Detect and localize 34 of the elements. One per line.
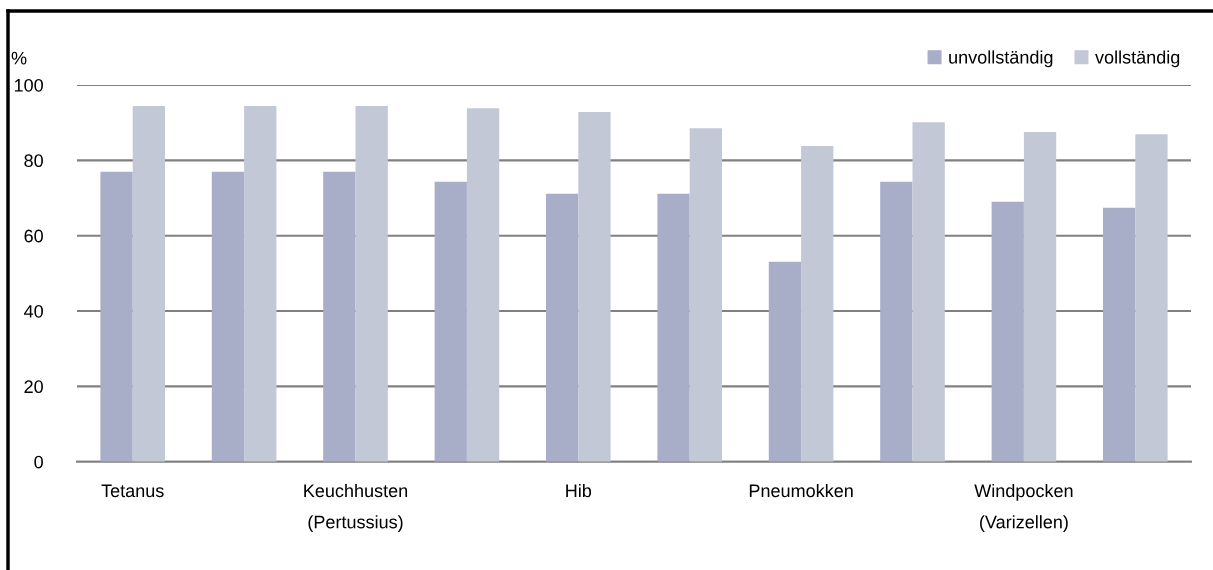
bar — [434, 181, 467, 462]
bar — [132, 106, 166, 462]
y-axis-title: % — [11, 51, 27, 65]
bar — [545, 193, 579, 462]
y-tick-label: 20 — [24, 380, 43, 394]
y-tick-label: 0 — [34, 455, 43, 469]
y-tick-label: 80 — [24, 154, 43, 168]
x-tick-label: Pneumokken — [749, 483, 853, 498]
bar — [323, 171, 356, 462]
bar — [578, 112, 611, 462]
bar — [657, 193, 690, 462]
bar — [1102, 207, 1136, 462]
x-tick-label: Windpocken (Varizellen) — [974, 483, 1073, 532]
bar — [211, 171, 245, 462]
legend-label: unvollständig — [949, 50, 1053, 68]
bar — [880, 181, 913, 462]
bar — [244, 106, 277, 462]
y-tick-label: 40 — [24, 304, 43, 318]
bar — [689, 128, 723, 462]
bar — [991, 201, 1024, 462]
bar — [1023, 132, 1057, 462]
bar — [801, 146, 834, 462]
bar — [912, 122, 945, 462]
x-tick-label: Keuchhusten (Pertussius) — [304, 483, 408, 532]
y-tick-label: 60 — [24, 229, 43, 243]
bar — [100, 171, 133, 462]
bar — [768, 261, 802, 462]
x-tick-label: Hib — [566, 483, 592, 498]
x-tick-label: Tetanus — [101, 484, 164, 498]
y-tick-label: 100 — [14, 78, 43, 92]
bar — [355, 106, 388, 462]
bar — [466, 108, 500, 462]
legend-label: vollständig — [1095, 50, 1180, 68]
bar — [1135, 134, 1168, 462]
